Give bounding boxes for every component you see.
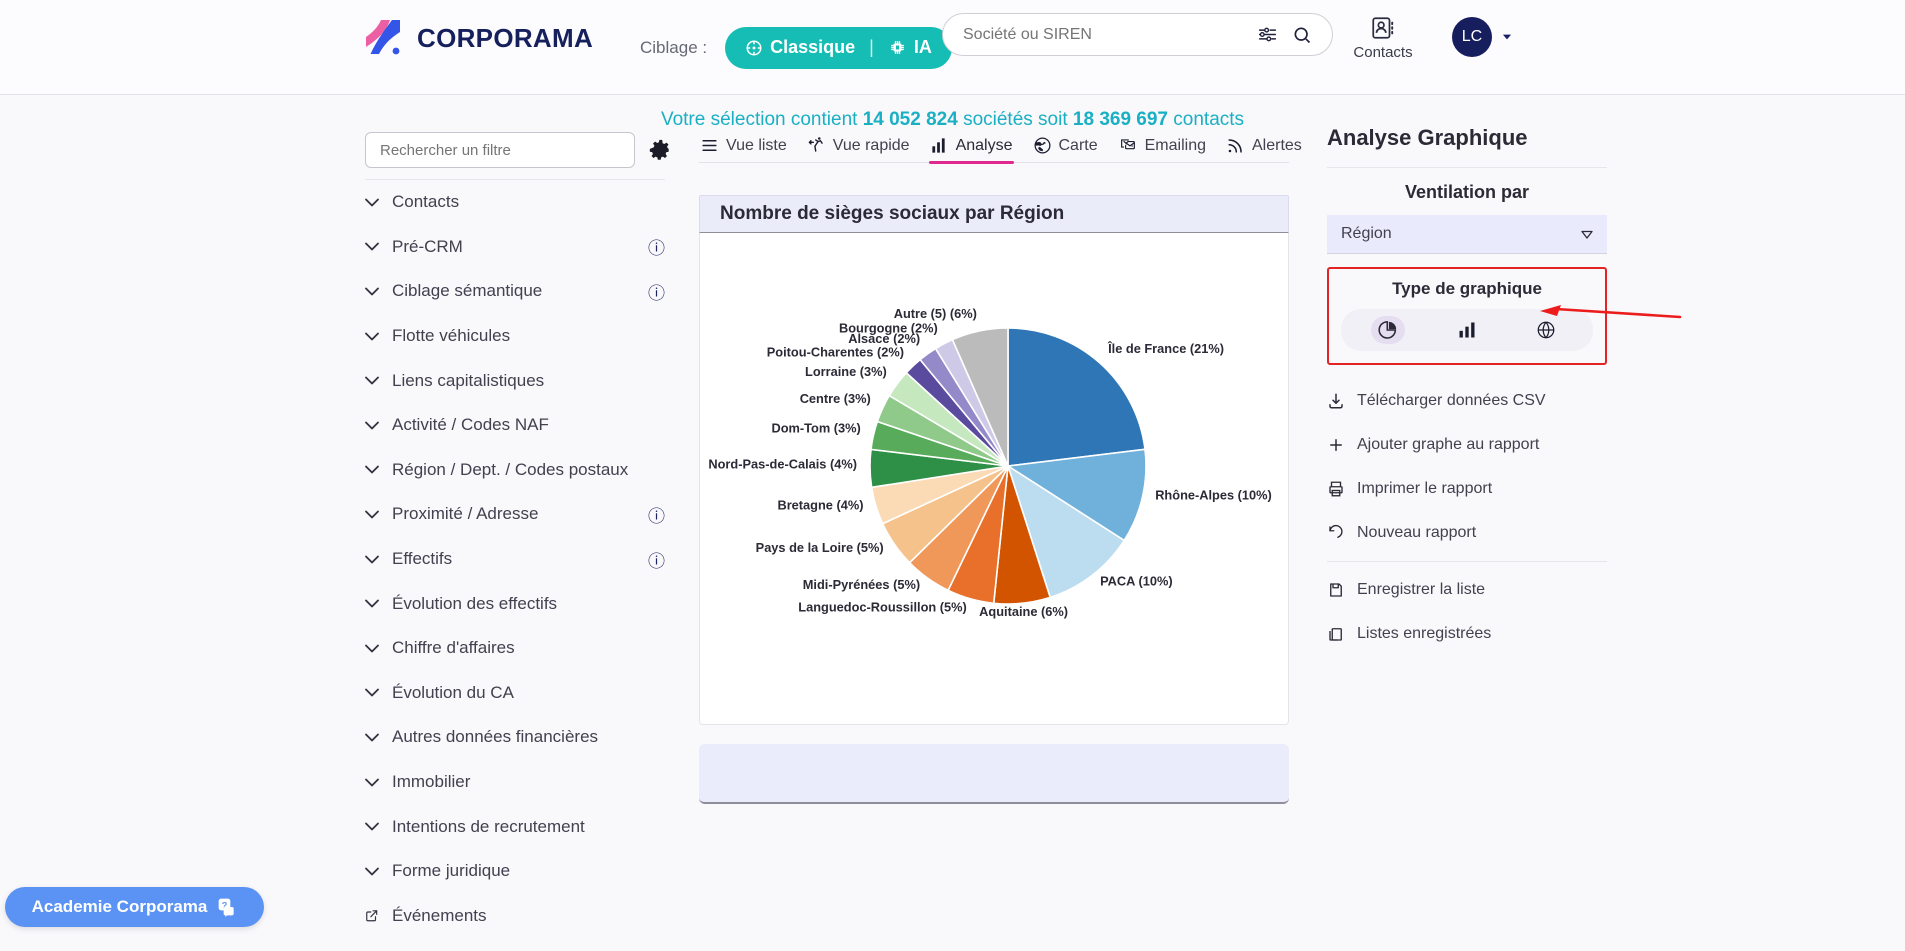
svg-text:PACA (10%): PACA (10%) <box>1100 574 1173 589</box>
svg-text:Île de France (21%): Île de France (21%) <box>1107 341 1224 356</box>
svg-text:Bretagne (4%): Bretagne (4%) <box>777 498 863 513</box>
svg-text:Languedoc-Roussillon (5%): Languedoc-Roussillon (5%) <box>798 599 967 614</box>
svg-text:Dom-Tom (3%): Dom-Tom (3%) <box>771 420 860 435</box>
svg-text:Centre (3%): Centre (3%) <box>800 391 871 406</box>
svg-text:Rhône-Alpes (10%): Rhône-Alpes (10%) <box>1155 488 1272 503</box>
svg-text:Bourgogne (2%): Bourgogne (2%) <box>839 320 938 335</box>
svg-text:Lorraine (3%): Lorraine (3%) <box>805 364 887 379</box>
svg-text:Pays de la Loire (5%): Pays de la Loire (5%) <box>756 540 884 555</box>
svg-text:Autre (5) (6%): Autre (5) (6%) <box>894 306 977 321</box>
svg-text:Aquitaine (6%): Aquitaine (6%) <box>979 604 1068 619</box>
svg-text:Midi-Pyrénées (5%): Midi-Pyrénées (5%) <box>803 577 920 592</box>
svg-text:Nord-Pas-de-Calais (4%): Nord-Pas-de-Calais (4%) <box>708 457 857 472</box>
svg-text:Poitou-Charentes (2%): Poitou-Charentes (2%) <box>767 345 904 360</box>
